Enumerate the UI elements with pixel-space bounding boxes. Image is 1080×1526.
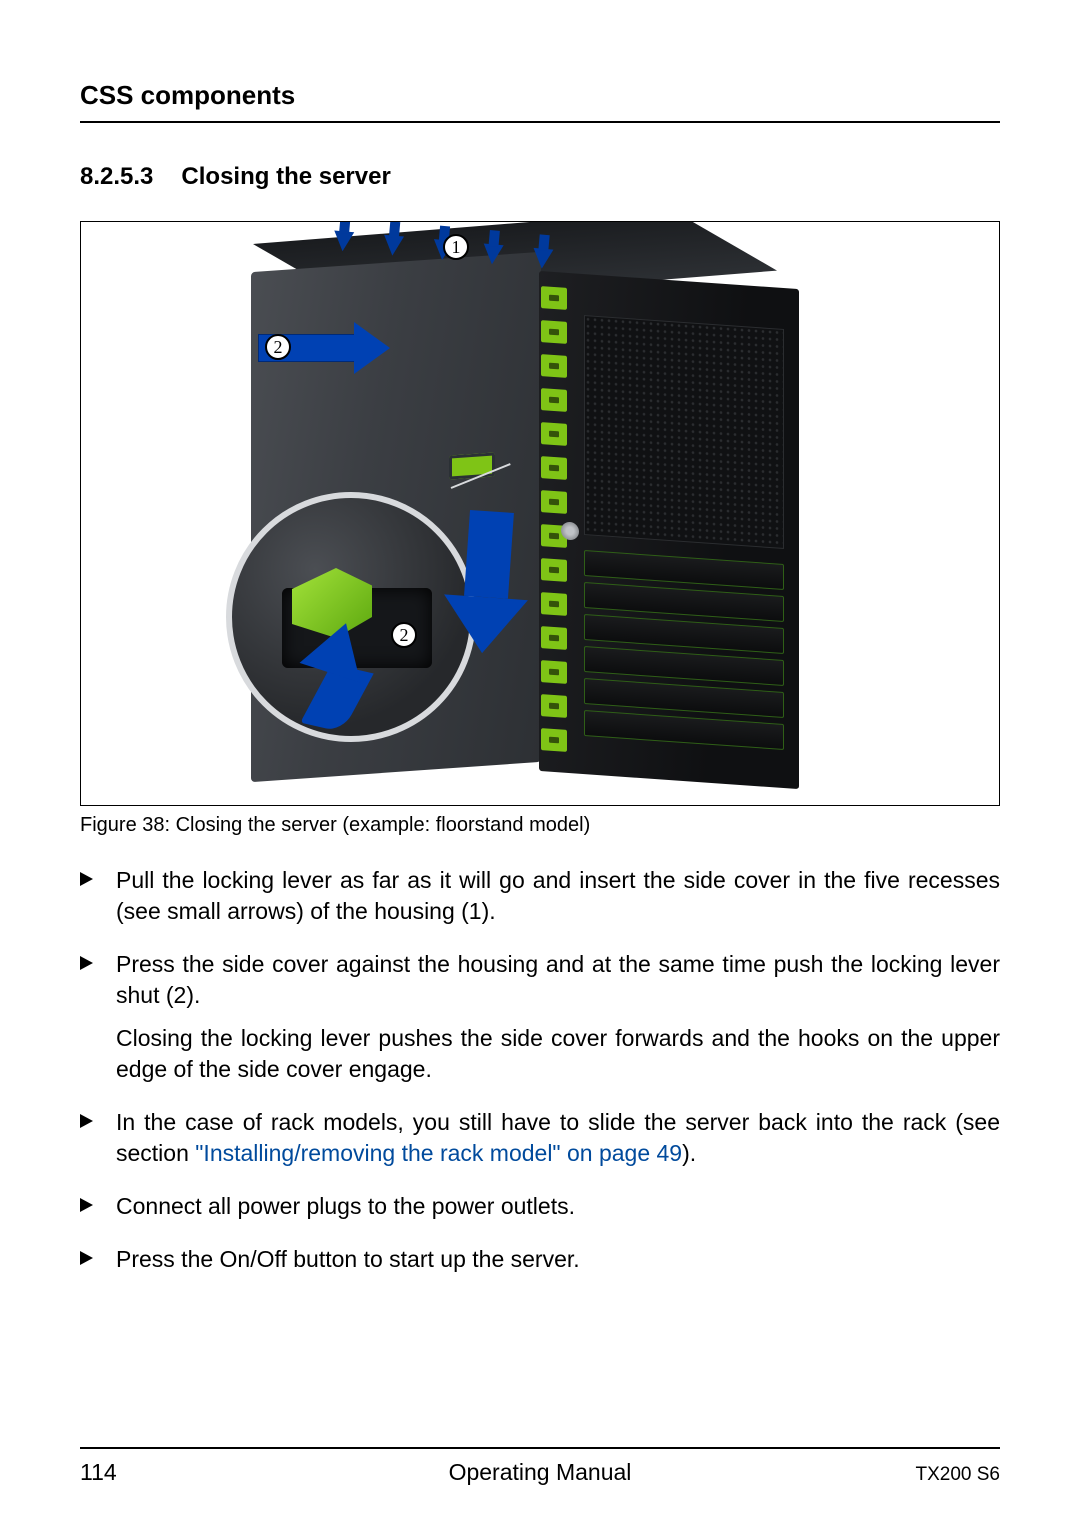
instruction-step: Connect all power plugs to the power out…	[80, 1191, 1000, 1222]
instruction-step: Press the side cover against the housing…	[80, 949, 1000, 1085]
side-cover-latch	[449, 452, 495, 479]
instruction-step: Press the On/Off button to start up the …	[80, 1244, 1000, 1275]
instruction-subtext: Closing the locking lever pushes the sid…	[116, 1023, 1000, 1085]
instruction-step: In the case of rack models, you still ha…	[80, 1107, 1000, 1169]
footer-page-number: 114	[80, 1459, 117, 1486]
instruction-list: Pull the locking lever as far as it will…	[80, 865, 1000, 1275]
figure-illustration: 1 2 2	[80, 221, 1000, 806]
footer-doc-title: Operating Manual	[449, 1459, 632, 1486]
figure-caption: Figure 38: Closing the server (example: …	[80, 814, 1000, 837]
callout-1: 1	[443, 234, 469, 260]
footer-model: TX200 S6	[916, 1464, 1001, 1486]
callout-2-bottom: 2	[391, 622, 417, 648]
server-lock-knob	[561, 521, 579, 540]
server-drive-bays	[584, 550, 784, 764]
lever-rotate-arrow-icon	[276, 632, 396, 742]
push-down-arrow-icon	[460, 510, 534, 656]
section-title: Closing the server	[181, 163, 390, 190]
small-down-arrow-icon	[382, 235, 404, 257]
page: CSS components 8.2.5.3 Closing the server	[0, 0, 1080, 1526]
small-down-arrow-icon	[482, 244, 504, 266]
instruction-text: ).	[682, 1140, 696, 1166]
instruction-step: Pull the locking lever as far as it will…	[80, 865, 1000, 927]
cross-reference-link[interactable]: "Installing/removing the rack model" on …	[195, 1140, 682, 1166]
small-down-arrow-icon	[333, 230, 355, 252]
page-footer: 114 Operating Manual TX200 S6	[80, 1447, 1000, 1486]
slide-cover-arrow-icon	[226, 324, 376, 372]
running-header: CSS components	[80, 80, 1000, 123]
section-number: 8.2.5.3	[80, 163, 153, 191]
section-heading: 8.2.5.3 Closing the server	[80, 163, 1000, 191]
drive-bay	[584, 710, 784, 750]
small-down-arrow-icon	[532, 248, 554, 270]
server-front-mesh	[584, 315, 784, 549]
instruction-text: Press the side cover against the housing…	[116, 951, 1000, 1008]
callout-2-top: 2	[265, 334, 291, 360]
